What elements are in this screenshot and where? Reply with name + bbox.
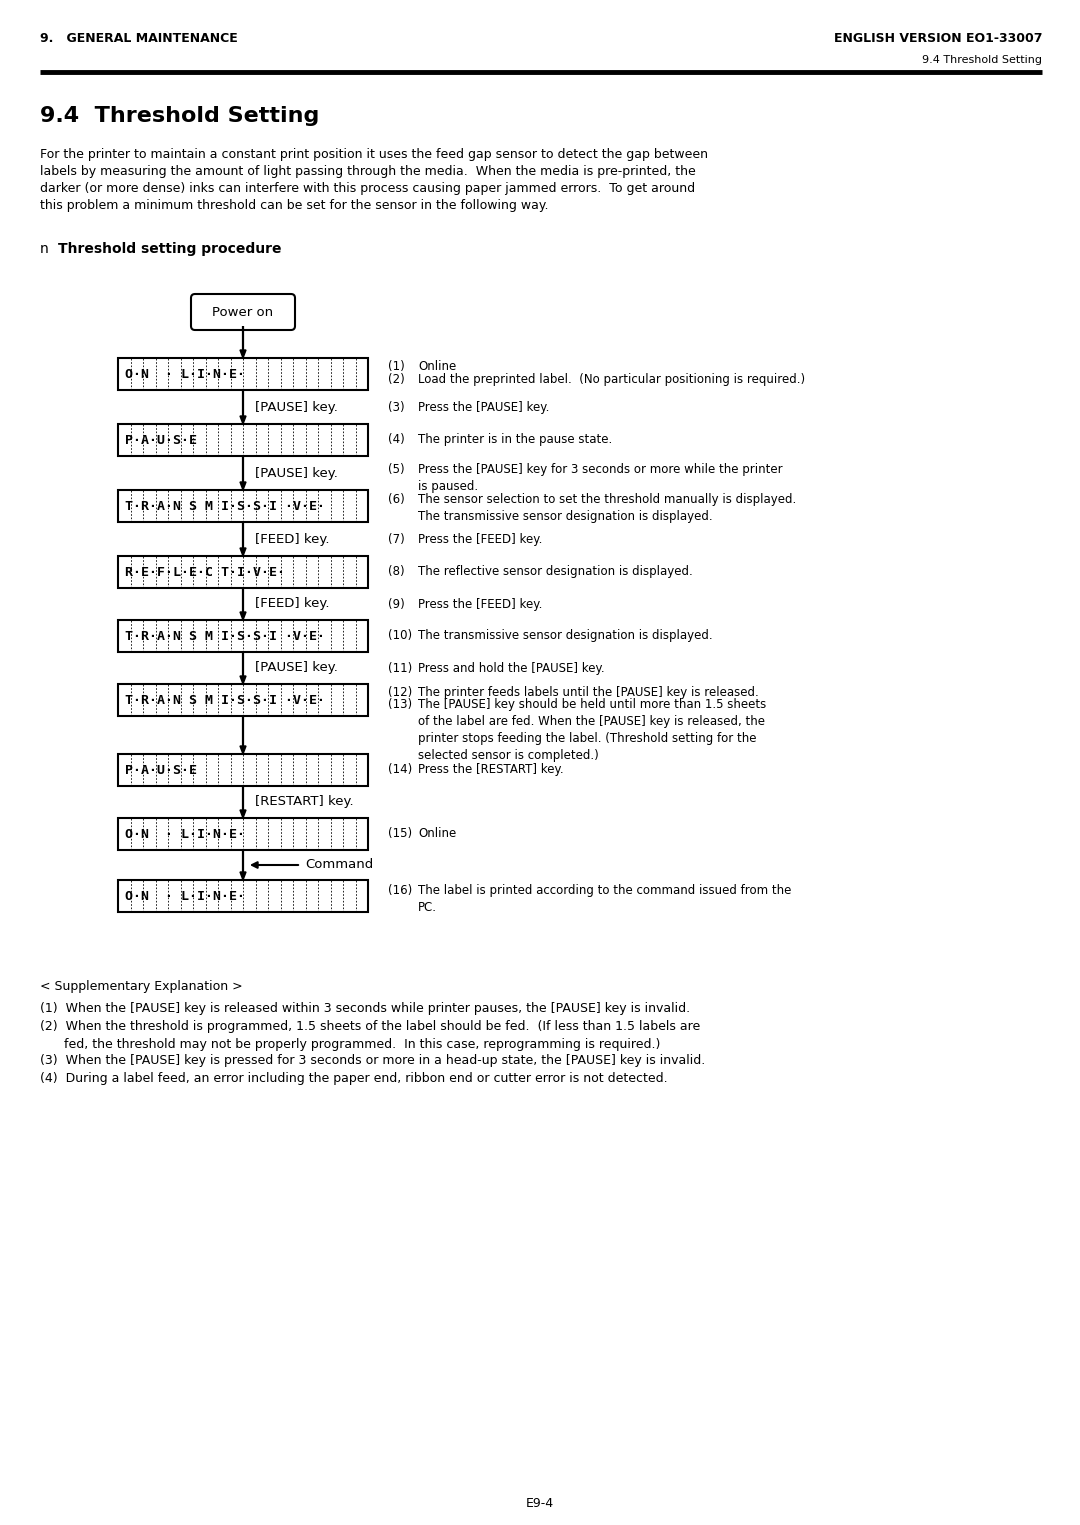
- Text: (12): (12): [388, 686, 413, 698]
- Text: O·N  · L·I·N·E·: O·N · L·I·N·E·: [125, 828, 245, 840]
- Text: (14): (14): [388, 762, 413, 776]
- Text: The transmissive sensor designation is displayed.: The transmissive sensor designation is d…: [418, 628, 713, 642]
- FancyBboxPatch shape: [191, 294, 295, 329]
- Text: Press the [PAUSE] key for 3 seconds or more while the printer
is paused.: Press the [PAUSE] key for 3 seconds or m…: [418, 464, 783, 493]
- Text: E9-4: E9-4: [526, 1498, 554, 1510]
- Text: [FEED] key.: [FEED] key.: [255, 598, 329, 610]
- Text: labels by measuring the amount of light passing through the media.  When the med: labels by measuring the amount of light …: [40, 165, 696, 178]
- Text: T·R·A·N S M I·S·S·I ·V·E·: T·R·A·N S M I·S·S·I ·V·E·: [125, 630, 325, 642]
- Text: [PAUSE] key.: [PAUSE] key.: [255, 467, 338, 479]
- Bar: [118, 685, 368, 717]
- Text: n: n: [40, 242, 49, 256]
- Text: Online: Online: [418, 360, 456, 374]
- Text: Online: Online: [418, 827, 456, 840]
- Text: T·R·A·N S M I·S·S·I ·V·E·: T·R·A·N S M I·S·S·I ·V·E·: [125, 500, 325, 512]
- Text: ENGLISH VERSION EO1-33007: ENGLISH VERSION EO1-33007: [834, 32, 1042, 46]
- Polygon shape: [240, 547, 246, 557]
- Text: (13): (13): [388, 698, 413, 711]
- Text: For the printer to maintain a constant print position it uses the feed gap senso: For the printer to maintain a constant p…: [40, 148, 708, 162]
- Text: P·A·U·S·E: P·A·U·S·E: [125, 764, 197, 776]
- Text: Press the [RESTART] key.: Press the [RESTART] key.: [418, 762, 564, 776]
- Polygon shape: [240, 872, 246, 880]
- Text: Press and hold the [PAUSE] key.: Press and hold the [PAUSE] key.: [418, 662, 605, 676]
- Text: (6): (6): [388, 493, 405, 506]
- Text: 9.4 Threshold Setting: 9.4 Threshold Setting: [922, 55, 1042, 66]
- Text: darker (or more dense) inks can interfere with this process causing paper jammed: darker (or more dense) inks can interfer…: [40, 181, 696, 195]
- Text: (15): (15): [388, 827, 413, 840]
- Text: P·A·U·S·E: P·A·U·S·E: [125, 433, 197, 447]
- Bar: [118, 557, 368, 589]
- Text: 9.4  Threshold Setting: 9.4 Threshold Setting: [40, 107, 320, 127]
- Text: The [PAUSE] key should be held until more than 1.5 sheets
of the label are fed. : The [PAUSE] key should be held until mor…: [418, 698, 766, 762]
- Text: (4): (4): [388, 433, 405, 445]
- Text: (3)  When the [PAUSE] key is pressed for 3 seconds or more in a head-up state, t: (3) When the [PAUSE] key is pressed for …: [40, 1054, 705, 1067]
- Bar: [118, 424, 368, 456]
- Text: (1): (1): [388, 360, 405, 374]
- Polygon shape: [240, 676, 246, 685]
- Bar: [118, 490, 368, 522]
- Polygon shape: [240, 416, 246, 424]
- Text: (3): (3): [388, 401, 405, 413]
- Text: (2): (2): [388, 374, 405, 386]
- Polygon shape: [240, 810, 246, 817]
- Text: (16): (16): [388, 884, 413, 897]
- Text: The reflective sensor designation is displayed.: The reflective sensor designation is dis…: [418, 564, 692, 578]
- Text: R·E·F·L·E·C T·I·V·E·: R·E·F·L·E·C T·I·V·E·: [125, 566, 285, 578]
- Text: [FEED] key.: [FEED] key.: [255, 532, 329, 546]
- Text: (9): (9): [388, 598, 405, 612]
- Polygon shape: [240, 351, 246, 358]
- Text: O·N  · L·I·N·E·: O·N · L·I·N·E·: [125, 368, 245, 381]
- Bar: [118, 621, 368, 653]
- Text: Press the [FEED] key.: Press the [FEED] key.: [418, 534, 542, 546]
- Text: The printer feeds labels until the [PAUSE] key is released.: The printer feeds labels until the [PAUS…: [418, 686, 759, 698]
- Text: (5): (5): [388, 464, 405, 476]
- Polygon shape: [240, 746, 246, 753]
- Text: [RESTART] key.: [RESTART] key.: [255, 796, 353, 808]
- Text: (4)  During a label feed, an error including the paper end, ribbon end or cutter: (4) During a label feed, an error includ…: [40, 1072, 667, 1084]
- Text: (11): (11): [388, 662, 413, 676]
- Text: Command: Command: [305, 859, 374, 871]
- Text: Power on: Power on: [213, 305, 273, 319]
- Text: < Supplementary Explanation >: < Supplementary Explanation >: [40, 981, 243, 993]
- Text: Press the [PAUSE] key.: Press the [PAUSE] key.: [418, 401, 550, 413]
- Text: [PAUSE] key.: [PAUSE] key.: [255, 662, 338, 674]
- Text: this problem a minimum threshold can be set for the sensor in the following way.: this problem a minimum threshold can be …: [40, 198, 549, 212]
- Bar: [118, 358, 368, 390]
- Text: (8): (8): [388, 564, 405, 578]
- Bar: [118, 880, 368, 912]
- Text: The label is printed according to the command issued from the
PC.: The label is printed according to the co…: [418, 884, 792, 913]
- Bar: [118, 753, 368, 785]
- Text: (1)  When the [PAUSE] key is released within 3 seconds while printer pauses, the: (1) When the [PAUSE] key is released wit…: [40, 1002, 690, 1016]
- Text: Threshold setting procedure: Threshold setting procedure: [58, 242, 282, 256]
- Text: (7): (7): [388, 534, 405, 546]
- Text: Press the [FEED] key.: Press the [FEED] key.: [418, 598, 542, 612]
- Text: [PAUSE] key.: [PAUSE] key.: [255, 401, 338, 413]
- Bar: [118, 817, 368, 849]
- Text: The printer is in the pause state.: The printer is in the pause state.: [418, 433, 612, 445]
- Text: The sensor selection to set the threshold manually is displayed.
The transmissiv: The sensor selection to set the threshol…: [418, 493, 796, 523]
- Text: O·N  · L·I·N·E·: O·N · L·I·N·E·: [125, 889, 245, 903]
- Polygon shape: [240, 482, 246, 490]
- Text: 9.   GENERAL MAINTENANCE: 9. GENERAL MAINTENANCE: [40, 32, 238, 46]
- Text: (10): (10): [388, 628, 413, 642]
- Polygon shape: [240, 612, 246, 621]
- Text: T·R·A·N S M I·S·S·I ·V·E·: T·R·A·N S M I·S·S·I ·V·E·: [125, 694, 325, 706]
- Text: Load the preprinted label.  (No particular positioning is required.): Load the preprinted label. (No particula…: [418, 374, 805, 386]
- Text: (2)  When the threshold is programmed, 1.5 sheets of the label should be fed.  (: (2) When the threshold is programmed, 1.…: [40, 1020, 700, 1051]
